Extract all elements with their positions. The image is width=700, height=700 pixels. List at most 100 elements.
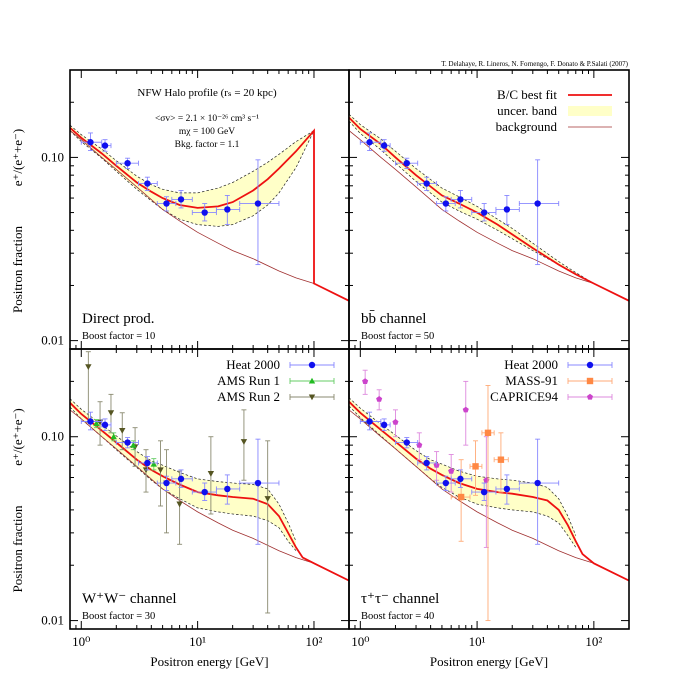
y-axis-label: Positron fraction xyxy=(10,225,25,313)
data-point xyxy=(423,180,430,187)
data-point xyxy=(93,420,100,427)
x-axis-label: Positron energy [GeV] xyxy=(150,654,268,669)
channel-label: τ⁺τ⁻ channel xyxy=(361,591,439,607)
data-point xyxy=(457,493,465,501)
y-tick-label: 0.10 xyxy=(41,149,64,164)
boost-factor-label: Boost factor = 40 xyxy=(361,611,434,622)
data-point xyxy=(144,180,151,187)
background-curve xyxy=(70,409,349,581)
panel-frame xyxy=(348,348,630,630)
plot-area xyxy=(349,369,629,622)
data-point xyxy=(224,206,231,213)
x-tick-label: 10² xyxy=(585,634,602,649)
plot-area xyxy=(70,124,349,302)
boost-factor-label: Boost factor = 30 xyxy=(82,611,155,622)
data-point xyxy=(254,479,262,487)
data-point xyxy=(376,396,383,402)
data-point xyxy=(119,428,126,434)
data-point xyxy=(224,485,231,493)
data-point xyxy=(480,488,488,496)
legend-label: AMS Run 1 xyxy=(217,373,280,388)
best-fit-curve xyxy=(70,127,349,302)
band-lower-edge xyxy=(70,130,315,227)
data-point xyxy=(503,206,511,213)
channel-label: Direct prod. xyxy=(82,311,154,327)
data-point xyxy=(308,361,316,369)
legend-label: B/C best fit xyxy=(497,87,557,102)
data-point xyxy=(101,142,109,149)
data-point xyxy=(176,501,183,508)
boost-factor-label: Boost factor = 50 xyxy=(361,331,434,342)
data-point xyxy=(163,200,170,207)
data-point xyxy=(87,139,94,146)
uncertainty-band xyxy=(70,398,296,551)
y-axis-label: Positron fraction xyxy=(10,505,25,593)
y-axis-expression: e⁺/(e⁺+e⁻) xyxy=(10,129,25,187)
data-point xyxy=(480,209,488,216)
data-point xyxy=(472,463,479,470)
model-annotation: NFW Halo profile (rₛ = 20 kpc) <σv> = 2.1… xyxy=(137,87,277,150)
band-lower-edge xyxy=(349,405,577,548)
legend-label: Heat 2000 xyxy=(226,357,280,372)
background-curve xyxy=(70,130,349,302)
data-point xyxy=(503,485,511,493)
data-point xyxy=(380,142,388,149)
band-upper-edge xyxy=(349,397,577,536)
y-axis-expression: e⁺/(e⁺+e⁻) xyxy=(10,408,25,466)
background-curve xyxy=(349,130,629,302)
data-point xyxy=(392,419,399,425)
panel-bottom-right: 10⁰ 10¹ 10² Positron energy [GeV] τ⁺τ⁻ chann… xyxy=(348,348,630,669)
plot-area xyxy=(349,114,629,302)
cross-section-label: <σv> = 2.1 × 10⁻²⁶ cm³ s⁻¹ xyxy=(155,114,259,124)
best-fit-curve xyxy=(349,116,629,302)
data-point xyxy=(177,475,185,483)
data-point xyxy=(403,439,410,446)
data-point xyxy=(124,439,131,446)
best-fit-curve xyxy=(349,401,629,582)
data-point xyxy=(423,459,430,467)
data-point xyxy=(366,418,373,425)
uncertainty-band xyxy=(70,125,314,227)
data-point xyxy=(101,421,109,429)
channel-label: bb̄ channel xyxy=(361,311,426,327)
legend-label: background xyxy=(496,119,558,134)
bkg-factor-label: Bkg. factor = 1.1 xyxy=(175,139,240,150)
x-tick-label: 10⁰ xyxy=(351,634,369,649)
x-tick-label: 10¹ xyxy=(189,634,206,649)
data-point xyxy=(442,200,450,207)
x-tick-label: 10² xyxy=(306,634,323,649)
data-point xyxy=(362,378,369,384)
data-point xyxy=(403,159,410,167)
legend-label: uncer. band xyxy=(497,103,557,118)
legend-swatch-band xyxy=(568,106,612,116)
data-point xyxy=(163,479,170,487)
y-tick-label: 0.01 xyxy=(41,613,64,628)
uncertainty-band xyxy=(349,397,576,548)
data-point xyxy=(107,410,115,416)
legend-label: AMS Run 2 xyxy=(217,389,280,404)
data-point xyxy=(201,209,208,216)
data-point xyxy=(85,364,92,371)
data-point xyxy=(457,475,464,483)
data-point xyxy=(380,421,388,429)
data-point xyxy=(177,196,185,203)
data-point xyxy=(462,406,469,413)
data-point xyxy=(207,471,215,477)
data-point xyxy=(586,377,594,385)
data-point xyxy=(366,139,373,146)
data-point xyxy=(534,479,541,487)
x-tick-label: 10¹ xyxy=(469,634,486,649)
panels-group: 0.10 0.01 Positron fraction e⁺/(e⁺+e⁻) Direc… xyxy=(10,69,630,669)
y-tick-label: 0.01 xyxy=(41,333,64,348)
halo-profile-label: NFW Halo profile (rₛ = 20 kpc) xyxy=(137,87,277,99)
x-tick-label: 10⁰ xyxy=(72,634,90,649)
data-point xyxy=(484,429,492,437)
data-point xyxy=(130,441,137,448)
x-axis-label: Positron energy [GeV] xyxy=(430,654,548,669)
band-lower-edge xyxy=(349,120,594,284)
data-point xyxy=(87,418,94,425)
boost-factor-label: Boost factor = 10 xyxy=(82,331,155,342)
channel-label: W⁺W⁻ channel xyxy=(82,591,177,607)
